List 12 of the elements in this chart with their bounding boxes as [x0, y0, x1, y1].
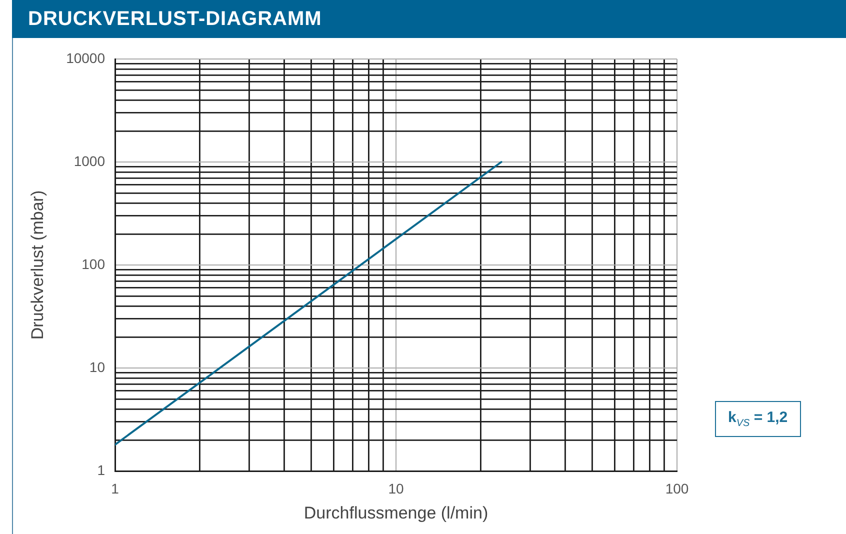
y-tick-label: 1000: [74, 152, 106, 169]
y-tick-label: 1: [97, 462, 106, 478]
y-axis-title: Druckverlust (mbar): [28, 190, 47, 340]
x-tick-label: 100: [665, 480, 689, 496]
x-tick-label: 10: [388, 480, 404, 496]
text: k$_{VS}$ = 1,2: [715, 401, 801, 437]
chart-title: DRUCKVERLUST-DIAGRAMM: [12, 0, 846, 38]
y-tick-label: 10: [89, 358, 106, 375]
y-tick-label: 100: [82, 256, 106, 272]
x-axis-title: Durchflussmenge (l/min): [304, 503, 488, 522]
x-tick-label: 1: [111, 480, 120, 496]
y-tick-label: 10000: [66, 50, 106, 66]
